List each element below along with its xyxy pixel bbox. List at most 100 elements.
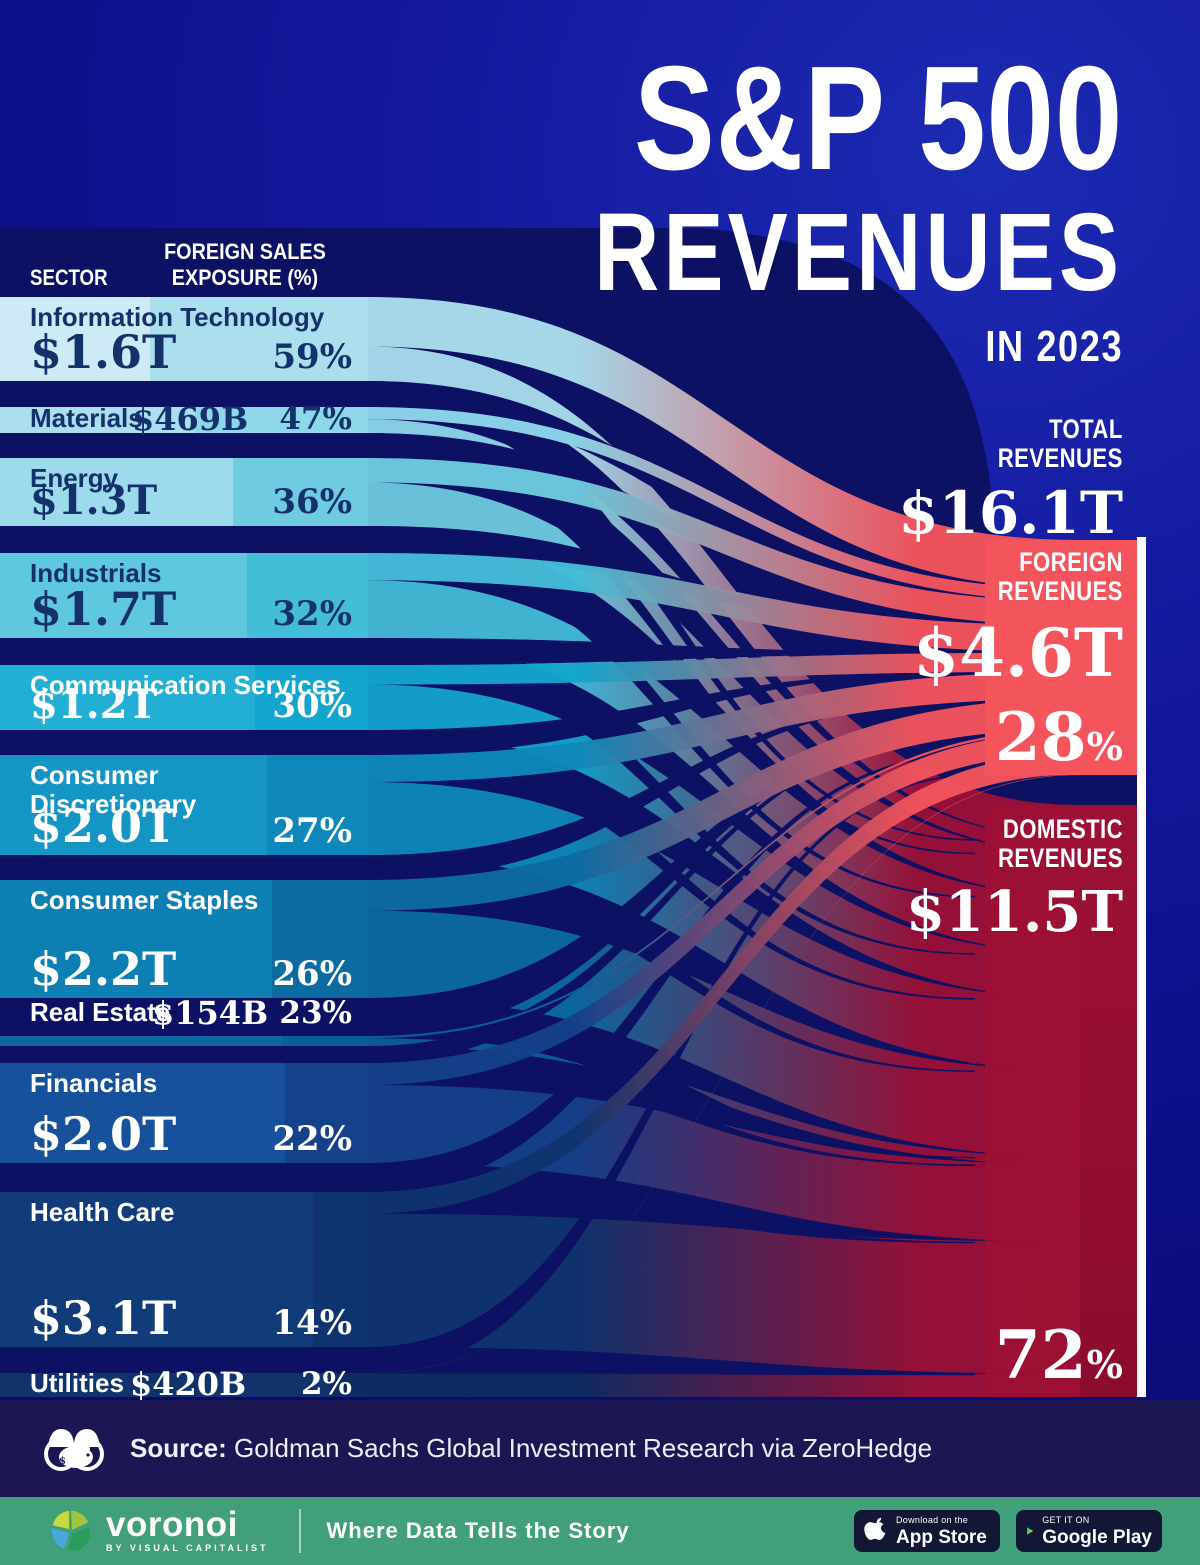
gap-foreign-4 [368, 671, 975, 755]
gap-domestic-8 [368, 1163, 975, 1244]
sector-row: Materials $469B 47% [0, 400, 368, 438]
sector-label: Materials [30, 403, 143, 433]
sector-row: Consumer Discretionary $2.0T 27% [0, 755, 368, 855]
brand-subtitle: BY VISUAL CAPITALIST [106, 1543, 269, 1553]
sector-revenue: $420B [130, 1365, 247, 1403]
sector-label: Utilities [30, 1368, 124, 1398]
gap-domestic-3 [368, 638, 975, 955]
sector-row: Real Estate $154B 23% [0, 994, 368, 1046]
gap-foreign-2 [368, 526, 975, 627]
domestic-label-1: DOMESTIC [1002, 814, 1123, 844]
total-label-2: REVENUES [997, 443, 1123, 473]
sector-revenue: $1.2T [30, 681, 158, 728]
sector-label: Real Estate [30, 997, 171, 1027]
sector-row: Industrials $1.7T 32% [0, 553, 368, 638]
sector-exposure: 2% [300, 1366, 352, 1402]
footer-divider [298, 1509, 301, 1553]
google-play-badge[interactable]: GET IT ON Google Play [1016, 1510, 1162, 1552]
sector-revenue: $2.0T [30, 1107, 177, 1161]
flow-domestic-1 [368, 419, 1080, 853]
voronoi-mark-icon [51, 1510, 90, 1551]
sector-exposure: 27% [272, 811, 352, 851]
sector-exposure: 22% [272, 1119, 352, 1159]
flow-domestic-10 [368, 1373, 1080, 1397]
sector-label: Health Care [30, 1197, 175, 1227]
gap-domestic-1 [368, 433, 975, 855]
sector-exposure: 59% [272, 337, 352, 377]
apple-icon [864, 1517, 886, 1540]
sector-revenue: $1.3T [30, 477, 158, 524]
sector-exposure: 47% [279, 401, 352, 437]
column-header-exposure: FOREIGN SALES EXPOSURE (%) [164, 239, 326, 290]
app-store-top-text: Download on the [896, 1514, 969, 1525]
brand-name: voronoi [106, 1505, 238, 1544]
total-revenues-value: $16.1T [898, 479, 1123, 547]
sector-label: Consumer Discretionary [30, 760, 197, 819]
foreign-label-2: REVENUES [997, 576, 1123, 606]
gap-domestic-7 [368, 1046, 975, 1166]
source-text: Source: Goldman Sachs Global Investment … [130, 1433, 933, 1463]
total-revenues-block: TOTAL REVENUES $16.1T [898, 414, 1123, 548]
flow-foreign-7 [368, 728, 1080, 1039]
gap-foreign-3 [368, 638, 975, 665]
flow-foreign-0 [368, 297, 1080, 590]
flow-foreign-2 [368, 458, 1080, 626]
sector-row: Utilities $420B 2% [0, 1365, 368, 1403]
sector-row: Information Technology $1.6T 59% [0, 297, 368, 381]
sector-revenue: $2.0T [30, 799, 177, 853]
sector-exposure: 14% [272, 1303, 352, 1343]
binoculars-piggybank-icon: $ [44, 1428, 104, 1471]
sector-exposure: 36% [272, 482, 352, 522]
domestic-label-2: REVENUES [997, 843, 1123, 873]
domestic-revenues-block: DOMESTIC REVENUES $11.5T [905, 814, 1123, 946]
title-line2: REVENUES [593, 191, 1123, 314]
sector-exposure: 26% [272, 954, 352, 994]
sector-revenue: $154B [152, 994, 269, 1032]
sector-revenue: $469B [132, 400, 249, 438]
sector-revenue: $3.1T [30, 1291, 177, 1345]
foreign-revenues-block: FOREIGN REVENUES $4.6T [913, 548, 1123, 693]
google-play-icon [1027, 1527, 1034, 1535]
voronoi-logo[interactable]: voronoi BY VISUAL CAPITALIST [48, 1505, 269, 1554]
flow-foreign-8 [368, 731, 1080, 1085]
flow-foreign-10 [368, 774, 1080, 1374]
gap-domestic-9 [368, 1347, 975, 1376]
google-play-bottom-text: Google Play [1042, 1526, 1152, 1548]
foreign-revenues-value: $4.6T [913, 614, 1123, 692]
sector-revenue: $2.2T [30, 942, 177, 996]
sector-revenue: $1.7T [30, 582, 177, 636]
flow-foreign-1 [368, 407, 1080, 602]
sector-label: Consumer Staples [30, 885, 259, 915]
gap-foreign-9 [368, 774, 975, 1373]
sector-label: Financials [30, 1068, 158, 1098]
flow-domestic-3 [368, 580, 1080, 954]
gap-foreign-6 [368, 728, 975, 1036]
flow-foreign-5 [368, 671, 1080, 782]
gap-foreign-0 [368, 381, 975, 591]
gap-foreign-7 [368, 731, 975, 1063]
google-play-top-text: GET IT ON [1042, 1514, 1090, 1525]
sector-label: Energy [30, 463, 119, 493]
gap-foreign-5 [368, 698, 975, 880]
gap-foreign-8 [368, 753, 975, 1192]
svg-text:$: $ [59, 1456, 66, 1467]
flow-domestic-7 [368, 1038, 1080, 1165]
sector-row: Energy $1.3T 36% [0, 458, 368, 526]
sector-row: Consumer Staples $2.2T 26% [0, 880, 368, 998]
title-line1: S&P 500 [633, 36, 1123, 201]
flow-domestic-5 [368, 782, 1080, 1071]
node-divider-bar [1137, 537, 1146, 1397]
page-title: S&P 500 REVENUES IN 2023 [478, 36, 1123, 372]
total-label-1: TOTAL [1049, 414, 1123, 444]
domestic-revenues-value: $11.5T [905, 879, 1123, 945]
app-store-badge[interactable]: Download on the App Store [854, 1510, 1000, 1552]
sector-exposure: 32% [272, 594, 352, 634]
source-strip: $ Source: Goldman Sachs Global Investmen… [0, 1400, 1200, 1497]
footer-tagline: Where Data Tells the Story [326, 1518, 630, 1543]
flow-foreign-3 [368, 553, 1080, 653]
column-header-sector: SECTOR [30, 265, 108, 290]
sector-row: Communication Services $1.2T 30% [0, 665, 368, 730]
app-store-bottom-text: App Store [896, 1526, 987, 1548]
flow-foreign-4 [368, 652, 1080, 685]
